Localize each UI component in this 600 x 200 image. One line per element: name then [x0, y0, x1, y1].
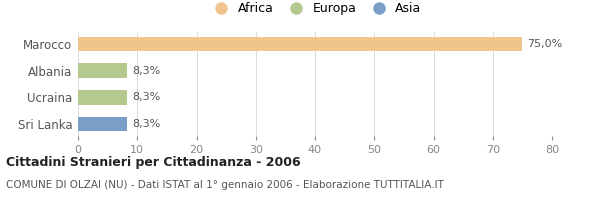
Text: Cittadini Stranieri per Cittadinanza - 2006: Cittadini Stranieri per Cittadinanza - 2… — [6, 156, 301, 169]
Text: 8,3%: 8,3% — [132, 92, 160, 102]
Bar — [78, 117, 127, 131]
Bar — [78, 37, 523, 51]
Legend: Africa, Europa, Asia: Africa, Europa, Asia — [206, 0, 424, 17]
Bar — [78, 63, 127, 78]
Text: 8,3%: 8,3% — [132, 119, 160, 129]
Text: COMUNE DI OLZAI (NU) - Dati ISTAT al 1° gennaio 2006 - Elaborazione TUTTITALIA.I: COMUNE DI OLZAI (NU) - Dati ISTAT al 1° … — [6, 180, 444, 190]
Bar — [78, 90, 127, 105]
Text: 75,0%: 75,0% — [527, 39, 562, 49]
Text: 8,3%: 8,3% — [132, 66, 160, 76]
